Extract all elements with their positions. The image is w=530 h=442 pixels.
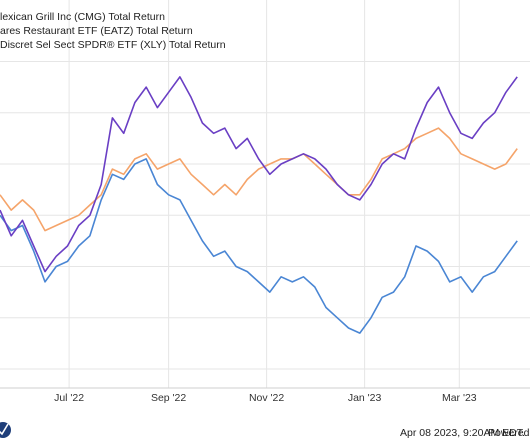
x-axis-ticks: Jul '22 Sep '22 Nov '22 Jan '23 Mar '23: [54, 392, 477, 404]
x-tick-label-4: Mar '23: [442, 392, 477, 404]
footer-timestamp: Apr 08 2023, 9:20AM EDT.: [400, 427, 525, 439]
series-line-xly: [0, 158, 518, 334]
x-tick-label-3: Jan '23: [348, 392, 382, 404]
legend: lexican Grill Inc (CMG) Total Return are…: [0, 11, 226, 51]
series-line-eatz: [0, 127, 518, 232]
footer-powered-by: Powered by: [488, 427, 530, 439]
footer: Apr 08 2023, 9:20AM EDT. Powered by: [0, 422, 530, 439]
grid: [0, 0, 530, 389]
series-line-cmg: [0, 76, 518, 273]
legend-entry-cmg: lexican Grill Inc (CMG) Total Return: [0, 11, 165, 23]
x-tick-label-0: Jul '22: [54, 392, 84, 404]
x-tick-label-1: Sep '22: [151, 392, 186, 404]
x-tick-label-2: Nov '22: [249, 392, 284, 404]
legend-entry-eatz: ares Restaurant ETF (EATZ) Total Return: [0, 25, 193, 37]
series-lines: [0, 76, 518, 334]
ycharts-logo-icon: [0, 422, 11, 438]
legend-entry-xly: Discret Sel Sect SPDR® ETF (XLY) Total R…: [0, 39, 226, 51]
